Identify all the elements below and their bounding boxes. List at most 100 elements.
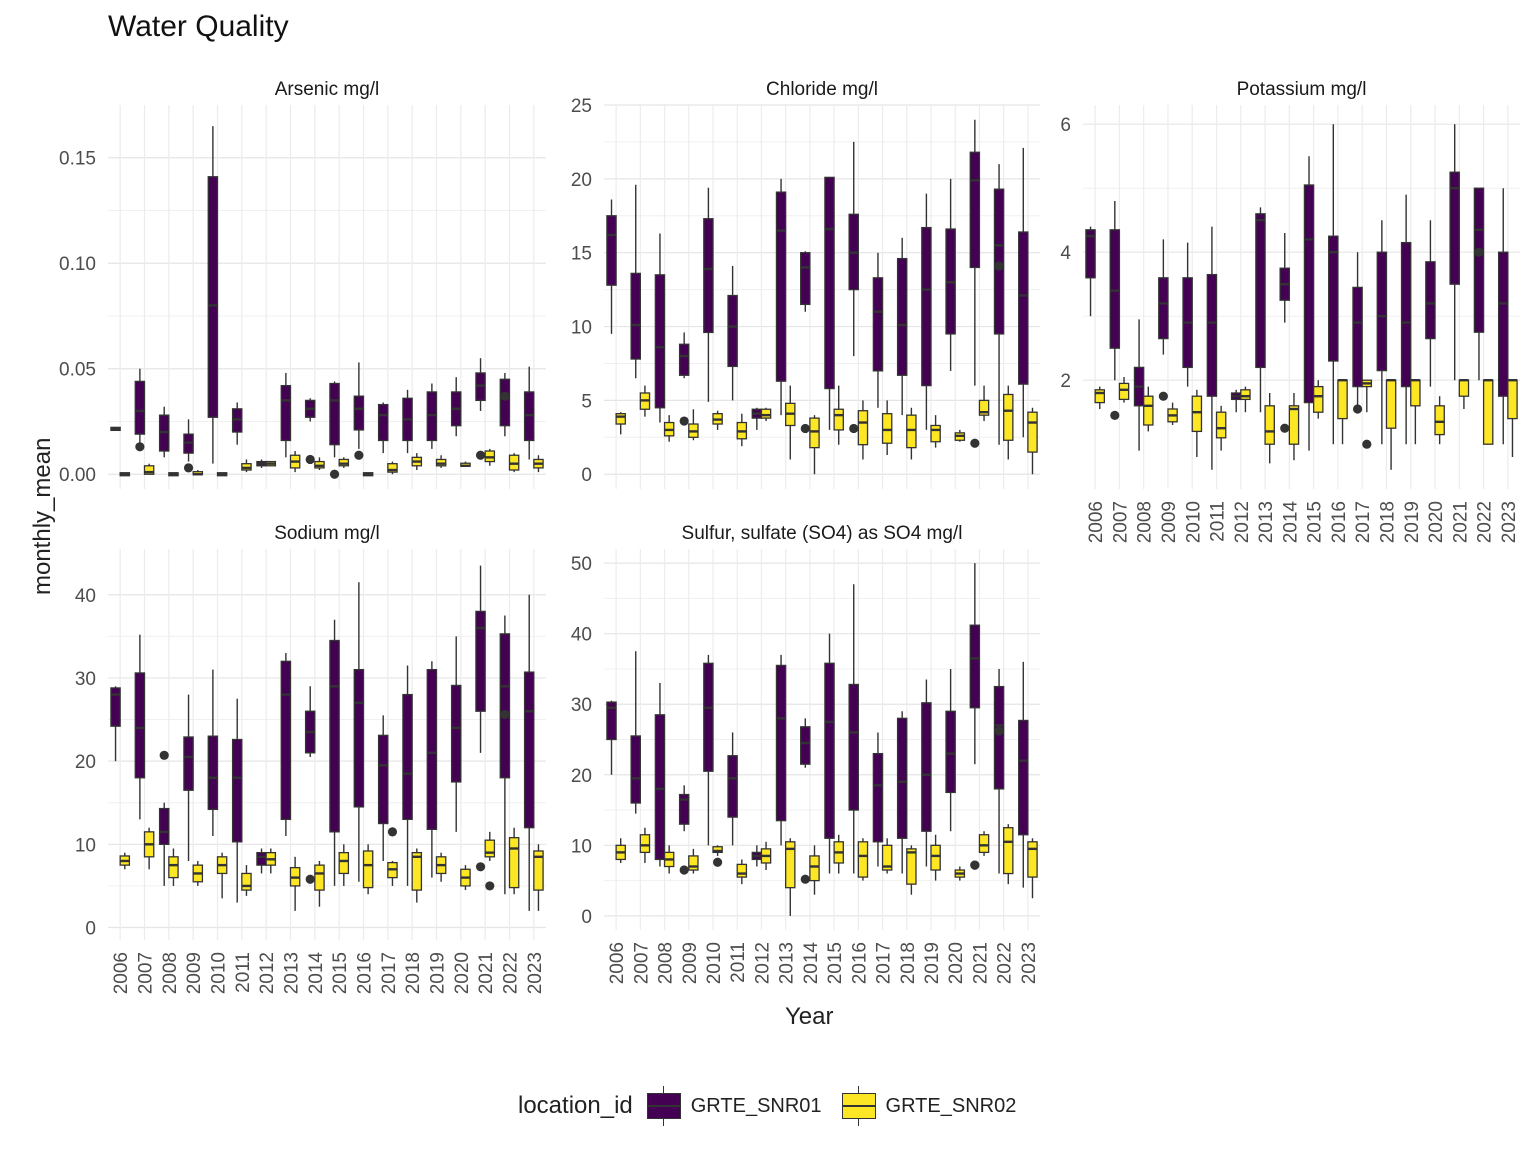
box-iqr [533, 850, 544, 891]
y-tick-label: 15 [571, 244, 592, 265]
box-iqr [110, 687, 121, 727]
box-iqr [134, 672, 146, 779]
box-grte_snr01-2016 [353, 582, 365, 882]
box-iqr [906, 848, 917, 885]
box-grte_snr01-2018 [896, 711, 908, 874]
box-grte_snr02-2023 [533, 844, 544, 911]
box-grte_snr01-2012 [751, 845, 763, 867]
box-grte_snr01-2010 [1182, 242, 1193, 387]
box-iqr [615, 413, 626, 425]
box-grte_snr02-2015 [833, 385, 844, 445]
panel-title: Sodium mg/l [274, 523, 380, 544]
box-iqr [377, 734, 389, 825]
box-grte_snr02-2013 [785, 385, 796, 460]
x-tick-label: 2007 [1110, 501, 1131, 543]
box-grte_snr02-2016 [362, 472, 374, 477]
y-tick-label: 6 [1060, 115, 1071, 136]
box-grte_snr02-2011 [736, 413, 748, 447]
box-iqr [848, 683, 859, 811]
y-tick-label: 0.15 [59, 149, 96, 170]
box-grte_snr01-2008 [158, 406, 170, 458]
outlier-point [305, 454, 315, 465]
box-grte_snr02-2006 [615, 412, 626, 435]
box-grte_snr02-2020 [954, 866, 966, 881]
box-grte_snr02-2009 [1167, 402, 1178, 425]
box-iqr [703, 662, 714, 772]
box-grte_snr02-2011 [241, 459, 252, 473]
x-tick-label: 2020 [1426, 501, 1447, 543]
x-tick-label: 2006 [111, 952, 132, 994]
box-grte_snr01-2011 [231, 698, 243, 903]
box-grte_snr02-2023 [533, 455, 544, 473]
box-iqr [353, 395, 365, 431]
box-grte_snr01-2022 [499, 615, 511, 895]
box-grte_snr01-2007 [134, 634, 146, 820]
box-grte_snr02-2007 [639, 385, 651, 417]
x-tick-label: 2015 [1305, 501, 1326, 543]
box-grte_snr02-2022 [1003, 824, 1014, 885]
box-iqr [606, 701, 617, 741]
box-grte_snr01-2009 [183, 419, 194, 462]
x-tick-label: 2019 [428, 952, 449, 994]
panel-title: Sulfur, sulfate (SO4) as SO4 mg/l [682, 523, 963, 544]
box-iqr [872, 277, 884, 372]
box-iqr [824, 662, 835, 839]
box-grte_snr02-2022 [508, 827, 520, 895]
outlier-point [305, 874, 315, 884]
box-grte_snr01-2015 [824, 176, 835, 430]
box-grte_snr02-2022 [1003, 385, 1014, 460]
x-tick-label: 2013 [777, 942, 798, 984]
box-grte_snr01-2010 [207, 126, 219, 464]
outlier-point [679, 865, 689, 875]
box-grte_snr01-2010 [703, 187, 714, 402]
box-iqr [411, 851, 423, 891]
box-iqr [824, 176, 835, 390]
x-tick-label: 2021 [1450, 501, 1471, 543]
box-grte_snr02-2018 [411, 453, 423, 471]
box-grte_snr02-2006 [615, 838, 626, 863]
box-iqr [1434, 405, 1445, 436]
box-iqr [1473, 187, 1485, 333]
box-iqr [314, 864, 325, 891]
box-grte_snr02-2010 [216, 852, 228, 899]
box-grte_snr02-2017 [1361, 379, 1373, 413]
x-tick-label: 2010 [1183, 501, 1204, 543]
box-iqr [800, 726, 811, 765]
outlier-point [1280, 423, 1290, 433]
box-iqr [1003, 827, 1014, 875]
panel-4: 0 10 20 30 40 Sodium mg/l 2006 2007 2008 2009 2010… [75, 523, 546, 994]
box-iqr [143, 465, 155, 475]
box-grte_snr02-2019 [930, 834, 941, 881]
box-grte_snr02-2017 [881, 838, 893, 874]
y-tick-label: 25 [571, 96, 592, 117]
box-grte_snr01-2009 [678, 785, 690, 832]
box-grte_snr01-2022 [499, 372, 511, 437]
box-iqr [1109, 229, 1121, 349]
box-iqr [377, 403, 389, 442]
box-iqr [1303, 184, 1315, 404]
box-iqr [450, 684, 462, 783]
y-tick-label: 0 [581, 907, 592, 928]
box-iqr [630, 272, 641, 360]
box-grte_snr02-2013 [1264, 393, 1275, 464]
outlier-point [800, 874, 810, 884]
box-grte_snr01-2014 [304, 686, 316, 757]
box-iqr [678, 793, 690, 825]
box-iqr [1027, 411, 1038, 453]
y-tick-label: 5 [581, 391, 592, 412]
box-grte_snr02-2022 [508, 453, 520, 473]
box-iqr [1449, 171, 1460, 285]
box-grte_snr02-2014 [1288, 393, 1300, 461]
box-iqr [134, 380, 146, 435]
x-tick-label: 2023 [1499, 501, 1520, 543]
box-iqr [1085, 229, 1096, 279]
x-tick-label: 2018 [403, 952, 424, 994]
box-grte_snr01-2018 [402, 665, 413, 886]
box-grte_snr01-2019 [921, 679, 932, 867]
y-tick-label: 20 [75, 752, 96, 773]
box-iqr [1118, 382, 1130, 401]
box-grte_snr02-2018 [906, 845, 917, 895]
box-grte_snr02-2009 [688, 409, 699, 441]
box-iqr [426, 668, 438, 831]
